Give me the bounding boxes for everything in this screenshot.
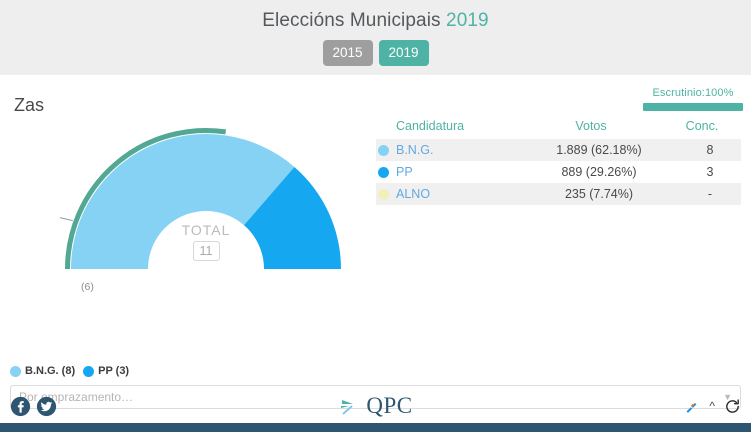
tab-2015[interactable]: 2015 <box>322 40 373 66</box>
party-color-dot <box>378 166 389 178</box>
table-row[interactable]: PP 889 (29.26%) 3 <box>376 161 741 183</box>
column-header-votos: Votos <box>575 119 607 133</box>
party-color-cell <box>376 144 396 156</box>
marker-icon[interactable] <box>683 398 700 415</box>
donut-segment[interactable] <box>71 134 295 269</box>
cell-votes: 1.889 (62.18%) <box>556 143 642 157</box>
party-color-dot <box>378 188 389 200</box>
legend-label: B.N.G. (8) <box>25 365 76 377</box>
cell-party-name: PP <box>396 165 413 179</box>
page-title: Eleccións Municipais 2019 <box>0 8 751 34</box>
seats-donut-chart: TOTAL 11 (6) <box>0 119 380 293</box>
scrutiny-indicator: Escrutinio:100% <box>643 87 743 111</box>
majority-threshold-label: (6) <box>81 281 94 293</box>
results-table-body: B.N.G. 1.889 (62.18%) 8 PP 889 (29.26%) 3 ALNO… <box>376 139 741 205</box>
year-tab-group: 2015 2019 <box>0 40 751 66</box>
twitter-icon[interactable] <box>36 396 57 417</box>
majority-tick <box>59 217 73 222</box>
qpc-mark-icon <box>341 400 354 415</box>
scrutiny-progress-track <box>643 103 743 111</box>
chevron-down-icon: ▼ <box>723 392 732 402</box>
page-place-name: Zas <box>14 95 45 115</box>
party-color-dot <box>378 144 389 156</box>
cell-party-name: B.N.G. <box>396 143 434 157</box>
results-table-header: Candidatura Votos Conc. <box>376 119 741 139</box>
legend-item[interactable]: PP (3) <box>83 365 129 377</box>
legend-color-dot <box>10 365 21 377</box>
cell-seats: 3 <box>706 165 714 179</box>
donut-segment[interactable] <box>243 166 341 269</box>
brand-text: QPC <box>366 393 413 418</box>
cell-seats: - <box>707 187 713 201</box>
refresh-icon[interactable] <box>724 398 741 415</box>
page-footer: QPC ^ <box>0 389 751 423</box>
donut-svg <box>59 128 341 270</box>
cell-party-name: ALNO <box>396 187 431 201</box>
chevron-up-icon[interactable]: ^ <box>709 399 715 413</box>
bottom-accent-bar <box>0 423 751 432</box>
cell-seats: 8 <box>706 143 714 157</box>
page-header: Eleccións Municipais 2019 2015 2019 <box>0 0 751 75</box>
table-row[interactable]: B.N.G. 1.889 (62.18%) 8 <box>376 139 741 161</box>
chart-legend: B.N.G. (8) PP (3) <box>10 365 129 377</box>
social-links <box>10 396 57 417</box>
facebook-icon[interactable] <box>10 396 31 417</box>
legend-color-dot <box>83 365 95 377</box>
scrutiny-label: Escrutinio:100% <box>652 87 734 99</box>
cell-votes: 889 (29.26%) <box>561 165 637 179</box>
page-title-main: Eleccións Municipais <box>262 10 441 31</box>
footer-tools: ^ <box>683 398 741 415</box>
page-title-year: 2019 <box>446 10 489 31</box>
column-header-conc: Conc. <box>685 119 719 133</box>
column-header-candidatura: Candidatura <box>396 119 465 133</box>
tab-2019[interactable]: 2019 <box>378 40 429 66</box>
scrutiny-progress-fill <box>643 103 743 111</box>
majority-threshold-arc <box>65 128 227 270</box>
brand-logo: QPC <box>0 393 751 419</box>
table-row[interactable]: ALNO 235 (7.74%) - <box>376 183 741 205</box>
party-color-cell <box>376 188 396 200</box>
results-table: Candidatura Votos Conc. B.N.G. 1.889 (62.… <box>376 119 741 205</box>
cell-votes: 235 (7.74%) <box>564 187 634 201</box>
legend-item[interactable]: B.N.G. (8) <box>10 365 75 377</box>
party-color-cell <box>376 166 396 178</box>
legend-label: PP (3) <box>98 365 130 377</box>
